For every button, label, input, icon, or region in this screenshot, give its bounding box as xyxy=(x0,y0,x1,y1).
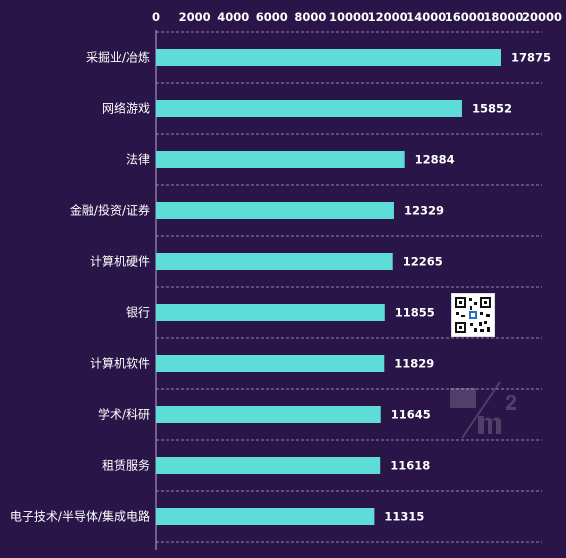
x-tick-label: 18000 xyxy=(483,10,523,24)
category-label: 法律 xyxy=(126,153,150,167)
data-label: 11315 xyxy=(384,510,424,524)
data-label: 15852 xyxy=(472,102,512,116)
category-label: 电子技术/半导体/集成电路 xyxy=(10,509,150,524)
category-label: 计算机软件 xyxy=(90,356,150,371)
data-label: 11618 xyxy=(390,459,430,473)
x-tick-label: 10000 xyxy=(329,10,369,24)
bar xyxy=(156,202,394,219)
data-label: 17875 xyxy=(511,51,551,65)
x-tick-label: 4000 xyxy=(217,10,249,24)
x-tick-label: 2000 xyxy=(179,10,211,24)
category-label: 学术/科研 xyxy=(98,407,150,422)
x-tick-label: 0 xyxy=(152,10,160,24)
bar xyxy=(156,151,405,168)
bar xyxy=(156,49,501,66)
data-label: 11645 xyxy=(391,408,431,422)
x-tick-label: 16000 xyxy=(445,10,485,24)
bar xyxy=(156,100,462,117)
bar xyxy=(156,355,385,372)
data-label: 11829 xyxy=(394,357,434,371)
bar xyxy=(156,304,385,321)
x-tick-label: 6000 xyxy=(256,10,288,24)
category-label: 采掘业/冶炼 xyxy=(86,50,150,65)
category-label: 网络游戏 xyxy=(102,101,150,116)
bar xyxy=(156,406,381,423)
x-tick-label: 12000 xyxy=(368,10,408,24)
x-tick-label: 20000 xyxy=(522,10,562,24)
data-label: 12265 xyxy=(403,255,443,269)
x-tick-label: 8000 xyxy=(294,10,326,24)
data-label: 12329 xyxy=(404,204,444,218)
category-label: 租赁服务 xyxy=(102,458,150,473)
data-label: 12884 xyxy=(415,153,455,167)
category-label: 金融/投资/证券 xyxy=(70,203,150,218)
x-tick-label: 14000 xyxy=(406,10,446,24)
bar xyxy=(156,457,381,474)
data-label: 11855 xyxy=(395,306,435,320)
m2-logo-watermark xyxy=(448,380,520,440)
category-label: 银行 xyxy=(126,306,150,320)
bar xyxy=(156,253,393,270)
qr-code-icon xyxy=(451,293,495,337)
bar xyxy=(156,508,375,525)
category-label: 计算机硬件 xyxy=(90,254,150,269)
